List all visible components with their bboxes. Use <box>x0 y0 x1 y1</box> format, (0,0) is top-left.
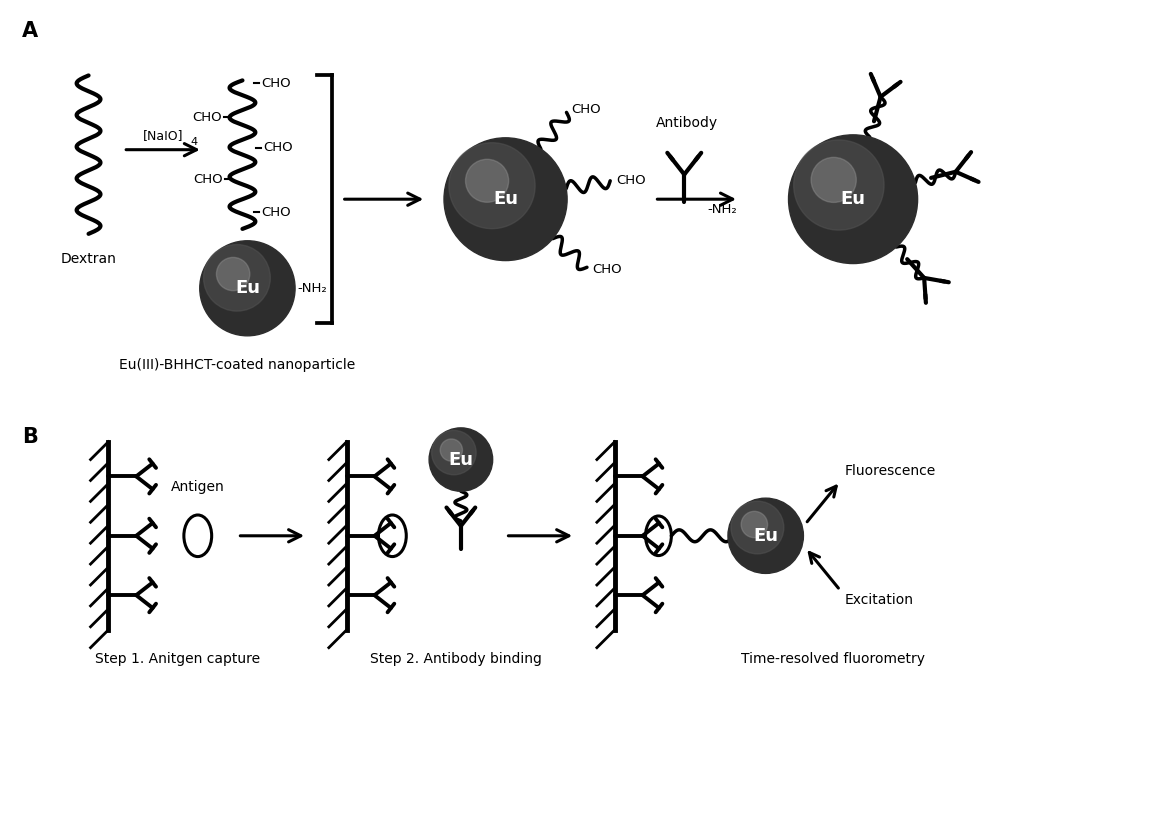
Text: CHO: CHO <box>193 173 223 186</box>
Text: Time-resolved fluorometry: Time-resolved fluorometry <box>741 651 925 666</box>
Text: 4: 4 <box>191 136 198 146</box>
Text: CHO: CHO <box>193 111 222 123</box>
Circle shape <box>432 430 476 475</box>
Text: CHO: CHO <box>261 77 291 90</box>
Circle shape <box>443 138 567 260</box>
Text: Eu: Eu <box>235 280 260 297</box>
Circle shape <box>728 498 803 573</box>
Text: -NH₂: -NH₂ <box>298 282 327 295</box>
Text: Eu(III)-BHHCT-coated nanoparticle: Eu(III)-BHHCT-coated nanoparticle <box>119 358 356 372</box>
Circle shape <box>440 439 462 461</box>
Text: Eu: Eu <box>494 191 518 208</box>
Text: A: A <box>22 21 39 41</box>
Text: CHO: CHO <box>264 141 293 154</box>
Circle shape <box>741 512 768 537</box>
Circle shape <box>811 157 857 202</box>
Text: Step 1. Anitgen capture: Step 1. Anitgen capture <box>96 651 260 666</box>
Text: Dextran: Dextran <box>61 251 117 265</box>
Text: Eu: Eu <box>753 527 778 545</box>
Circle shape <box>200 240 295 336</box>
Text: CHO: CHO <box>261 206 291 219</box>
Text: CHO: CHO <box>592 264 622 276</box>
Text: B: B <box>22 427 37 447</box>
Text: [NaIO]: [NaIO] <box>142 129 183 141</box>
Text: Eu: Eu <box>840 191 866 208</box>
Circle shape <box>216 257 250 290</box>
Circle shape <box>794 140 885 230</box>
Text: Eu: Eu <box>448 451 474 468</box>
Text: Fluorescence: Fluorescence <box>845 464 936 478</box>
Text: Antigen: Antigen <box>170 480 225 494</box>
Text: Antibody: Antibody <box>656 116 719 130</box>
Text: CHO: CHO <box>616 174 645 186</box>
Circle shape <box>789 135 917 264</box>
Text: Excitation: Excitation <box>845 593 914 607</box>
Circle shape <box>449 143 536 229</box>
Circle shape <box>203 245 271 311</box>
Circle shape <box>466 159 509 202</box>
Text: CHO: CHO <box>571 102 600 116</box>
Text: Step 2. Antibody binding: Step 2. Antibody binding <box>370 651 541 666</box>
Text: -NH₂: -NH₂ <box>707 203 736 215</box>
Circle shape <box>731 501 784 554</box>
Circle shape <box>429 428 492 491</box>
